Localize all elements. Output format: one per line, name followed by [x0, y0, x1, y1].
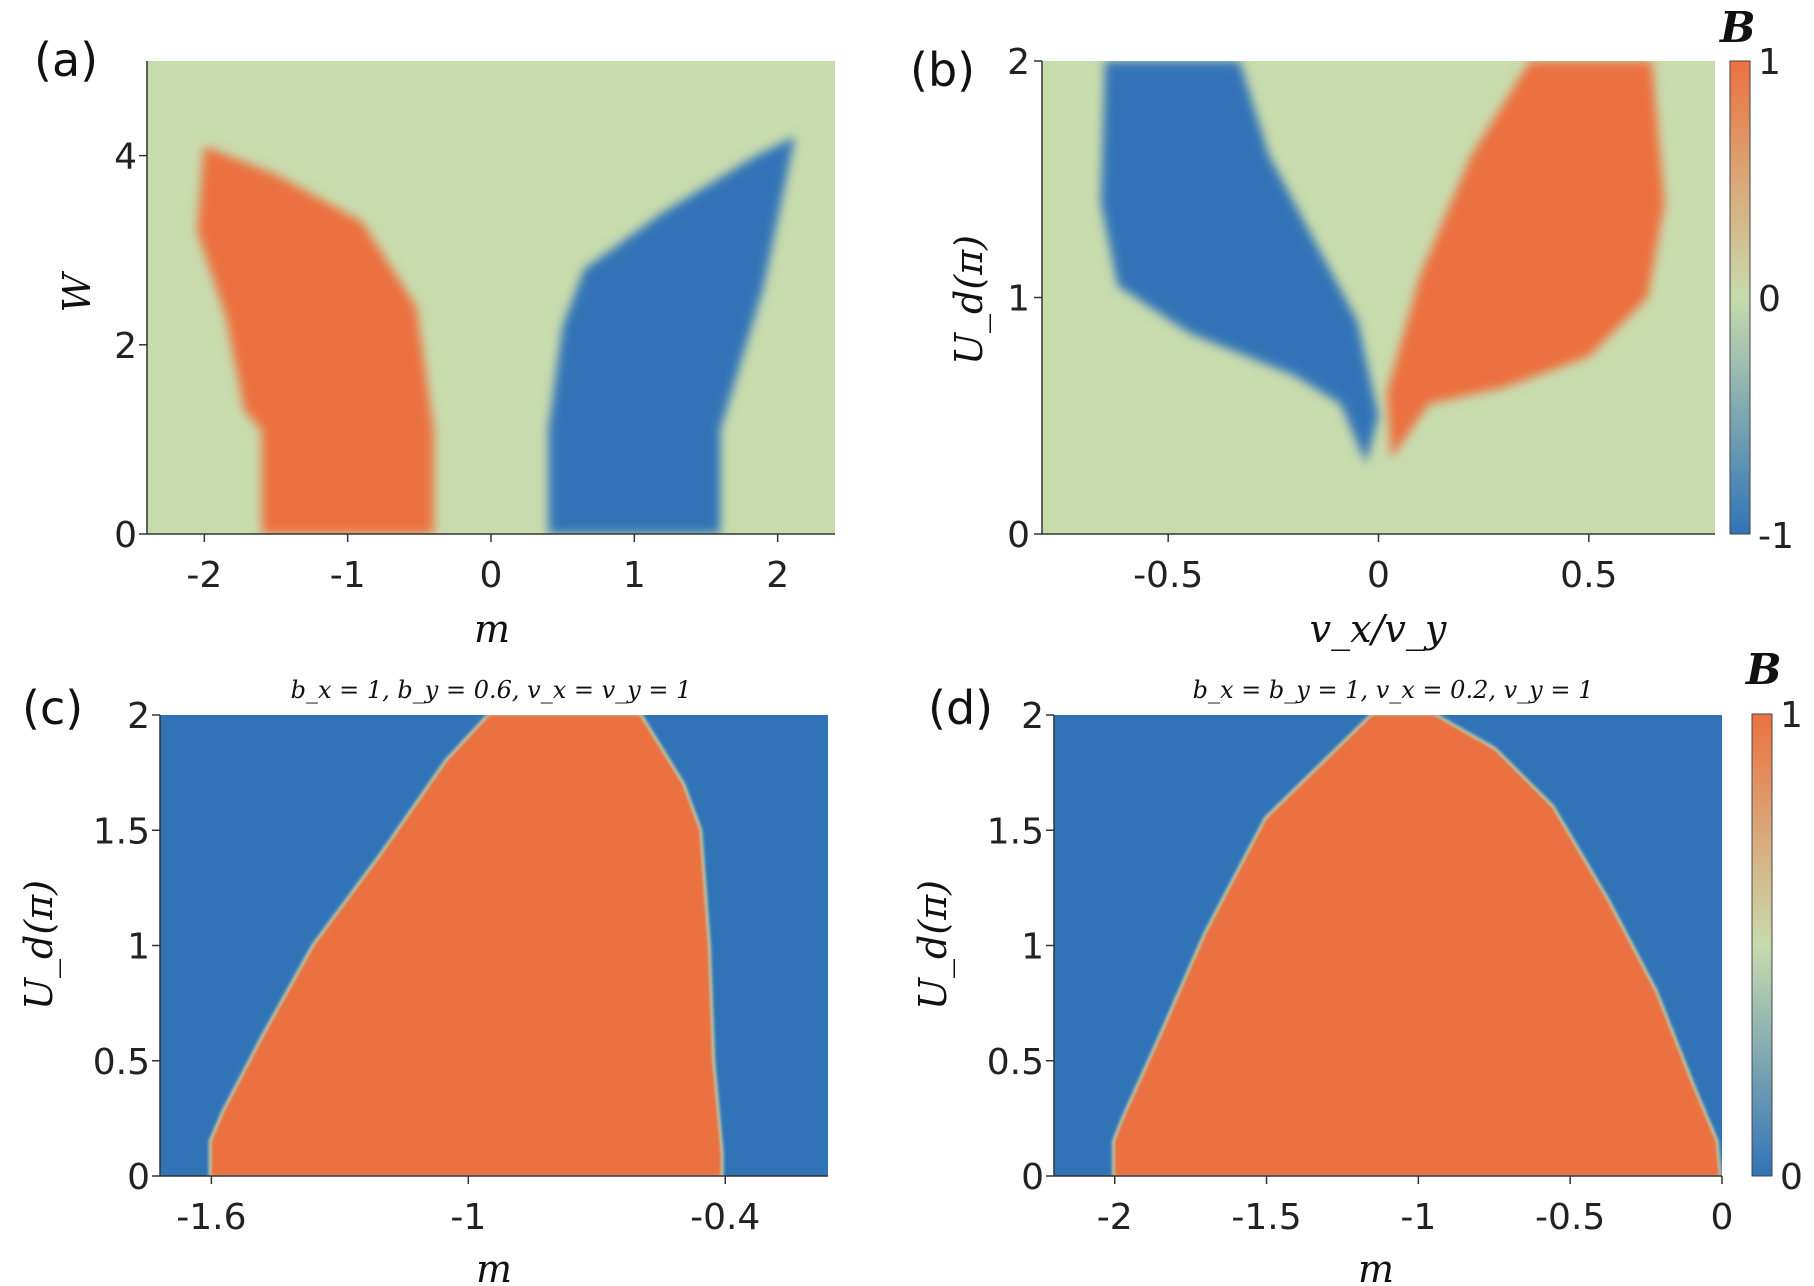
panel-d: -2 -1.5 -1 -0.5 0 0 0.5 1 1.5 2 [987, 696, 1734, 1238]
colorbar-top [1729, 60, 1751, 535]
region-positive [1386, 61, 1665, 459]
y-tick-label: 0 [114, 515, 137, 556]
colorbar-top-tick-max: 1 [1758, 42, 1781, 83]
panel-a-xlabel: m [474, 607, 510, 651]
panel-a-ylabel: W [55, 271, 99, 313]
y-tick-label: 0 [127, 1157, 150, 1198]
y-tick-label: 0 [1021, 1157, 1044, 1198]
x-tick-label: 0 [1367, 555, 1390, 596]
y-tick-label: 1 [1007, 279, 1030, 320]
region-negative [1100, 61, 1379, 464]
x-tick-label: -1.5 [1231, 1197, 1301, 1238]
panel-d-xlabel: m [1358, 1247, 1394, 1286]
y-tick-label: 0.5 [93, 1042, 150, 1083]
x-tick-label: -1.6 [176, 1197, 246, 1238]
colorbar-top-tick-mid: 0 [1758, 279, 1781, 320]
colorbar-top-label: B [1719, 3, 1756, 52]
panel-c-ylabel: U_d(π) [17, 880, 62, 1010]
y-tick-label: 0 [1007, 515, 1030, 556]
panel-b-xlabel: v_x/v_y [1310, 607, 1447, 652]
panel-b: -0.5 0 0.5 0 1 2 [1007, 42, 1715, 596]
panel-d-ylabel: U_d(π) [911, 880, 956, 1010]
panel-label-c: (c) [22, 681, 83, 735]
panel-label-d: (d) [928, 681, 993, 735]
region-positive [1114, 715, 1719, 1176]
colorbar-bottom-tick-min: 0 [1780, 1157, 1803, 1198]
x-tick-label: -1 [450, 1197, 486, 1238]
panel-b-ylabel: U_d(π) [947, 235, 992, 365]
y-tick-label: 1 [127, 927, 150, 968]
panel-c-title: b_x = 1, b_y = 0.6, v_x = v_y = 1 [291, 676, 692, 704]
y-tick-label: 4 [114, 137, 137, 178]
region-negative [548, 136, 795, 534]
x-tick-label: 2 [766, 555, 789, 596]
colorbar-top-tick-min: -1 [1758, 516, 1794, 557]
x-tick-label: 0 [480, 555, 503, 596]
x-tick-label: 0 [1711, 1197, 1734, 1238]
x-tick-label: 0.5 [1560, 555, 1617, 596]
region-positive [211, 715, 721, 1176]
y-tick-label: 2 [114, 326, 137, 367]
panel-label-a: (a) [34, 33, 98, 87]
panel-c: -1.6 -1 -0.4 0 0.5 1 1.5 2 [93, 696, 828, 1238]
x-tick-label: -0.5 [1535, 1197, 1605, 1238]
y-tick-label: 2 [1021, 696, 1044, 737]
panel-label-b: (b) [910, 43, 975, 97]
x-tick-label: -1 [330, 555, 366, 596]
x-tick-label: -2 [1097, 1197, 1133, 1238]
panel-c-xlabel: m [476, 1247, 512, 1286]
x-tick-label: 1 [623, 555, 646, 596]
colorbar-bottom-tick-max: 1 [1780, 695, 1803, 736]
colorbar-bottom [1751, 713, 1773, 1177]
x-tick-label: -1 [1400, 1197, 1436, 1238]
y-tick-label: 2 [1007, 42, 1030, 83]
panel-a: -2 -1 0 1 2 0 2 4 [114, 61, 835, 596]
region-positive [197, 146, 434, 534]
x-tick-label: -2 [186, 555, 222, 596]
x-tick-label: -0.4 [690, 1197, 760, 1238]
y-tick-label: 0.5 [987, 1042, 1044, 1083]
y-tick-label: 2 [127, 696, 150, 737]
y-tick-label: 1.5 [987, 811, 1044, 852]
colorbar-bottom-label: B [1745, 645, 1782, 694]
y-tick-label: 1.5 [93, 811, 150, 852]
panel-d-title: b_x = b_y = 1, v_x = 0.2, v_y = 1 [1193, 676, 1594, 704]
y-tick-label: 1 [1021, 927, 1044, 968]
x-tick-label: -0.5 [1133, 555, 1203, 596]
